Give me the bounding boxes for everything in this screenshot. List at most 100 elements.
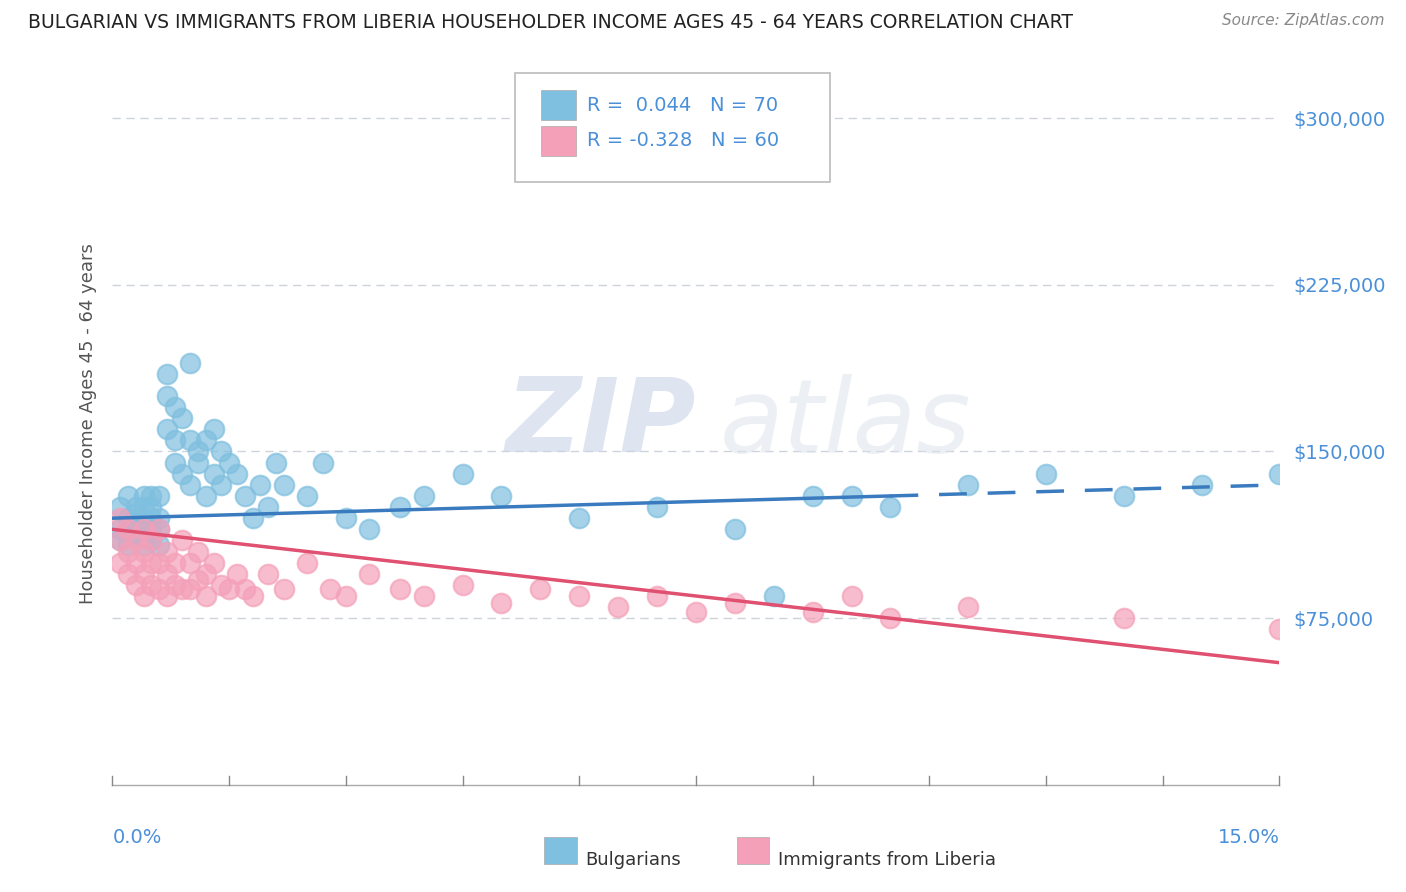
Point <box>1268 467 1291 481</box>
Text: atlas: atlas <box>720 374 970 474</box>
Point <box>295 556 318 570</box>
Point <box>132 544 155 558</box>
Point <box>257 566 280 581</box>
Point <box>148 582 170 597</box>
Point <box>163 578 186 592</box>
Y-axis label: Householder Income Ages 45 - 64 years: Householder Income Ages 45 - 64 years <box>79 244 97 604</box>
Point <box>194 589 217 603</box>
Point <box>141 489 163 503</box>
Point <box>335 589 357 603</box>
Point <box>335 511 357 525</box>
Point <box>209 578 232 592</box>
Point <box>125 516 148 530</box>
Point <box>801 605 824 619</box>
Point <box>264 456 287 470</box>
Point <box>156 389 179 403</box>
FancyBboxPatch shape <box>737 837 769 864</box>
FancyBboxPatch shape <box>541 90 576 120</box>
Point <box>607 600 630 615</box>
Point <box>141 522 163 536</box>
Point <box>194 566 217 581</box>
Point <box>359 566 381 581</box>
Point <box>529 582 551 597</box>
Point <box>179 582 201 597</box>
Point <box>187 456 209 470</box>
FancyBboxPatch shape <box>515 73 830 182</box>
Point <box>110 533 132 548</box>
Text: Immigrants from Liberia: Immigrants from Liberia <box>778 851 995 869</box>
Point <box>1112 611 1135 625</box>
Point <box>194 434 217 448</box>
Point <box>1112 489 1135 503</box>
Point <box>163 400 186 414</box>
Point <box>110 533 132 548</box>
Point <box>242 589 264 603</box>
Text: Bulgarians: Bulgarians <box>585 851 681 869</box>
Text: R =  0.044   N = 70: R = 0.044 N = 70 <box>588 95 779 114</box>
Point <box>226 467 249 481</box>
Point <box>179 478 201 492</box>
Point <box>841 589 863 603</box>
Point <box>141 533 163 548</box>
Text: R = -0.328   N = 60: R = -0.328 N = 60 <box>588 131 779 150</box>
Point <box>172 467 194 481</box>
Point <box>148 522 170 536</box>
Point <box>957 600 980 615</box>
Text: ZIP: ZIP <box>505 373 696 475</box>
Point <box>685 605 707 619</box>
Point <box>141 511 163 525</box>
Point <box>233 582 256 597</box>
Point <box>957 478 980 492</box>
Point <box>295 489 318 503</box>
Point <box>110 522 132 536</box>
Point <box>187 544 209 558</box>
Point <box>179 355 201 369</box>
Point <box>724 522 747 536</box>
Point <box>141 578 163 592</box>
Point <box>218 582 240 597</box>
Point <box>879 611 901 625</box>
Point <box>172 411 194 425</box>
Point <box>163 434 186 448</box>
Point <box>311 456 333 470</box>
Point <box>412 489 434 503</box>
FancyBboxPatch shape <box>541 126 576 156</box>
Point <box>1268 623 1291 637</box>
Point <box>156 422 179 436</box>
Point <box>879 500 901 514</box>
Point <box>163 556 186 570</box>
Point <box>117 566 139 581</box>
Point <box>209 478 232 492</box>
Point <box>141 500 163 514</box>
Point <box>117 489 139 503</box>
Point <box>117 511 139 525</box>
Point <box>132 522 155 536</box>
Point <box>125 529 148 543</box>
Point <box>148 538 170 552</box>
Point <box>156 544 179 558</box>
Point <box>141 533 163 548</box>
Point <box>451 467 474 481</box>
Point <box>172 582 194 597</box>
Point <box>1191 478 1213 492</box>
Point <box>132 589 155 603</box>
Point <box>187 574 209 588</box>
Point <box>568 511 591 525</box>
Point <box>194 489 217 503</box>
Point <box>801 489 824 503</box>
Point <box>132 538 155 552</box>
Point <box>125 533 148 548</box>
Point <box>132 489 155 503</box>
Point <box>148 522 170 536</box>
Point <box>645 500 668 514</box>
Point <box>319 582 342 597</box>
Point <box>110 511 132 525</box>
Point <box>132 566 155 581</box>
Point <box>202 422 225 436</box>
Point <box>841 489 863 503</box>
Point <box>141 556 163 570</box>
Point <box>117 522 139 536</box>
Point <box>156 367 179 381</box>
Point <box>724 596 747 610</box>
Point <box>257 500 280 514</box>
